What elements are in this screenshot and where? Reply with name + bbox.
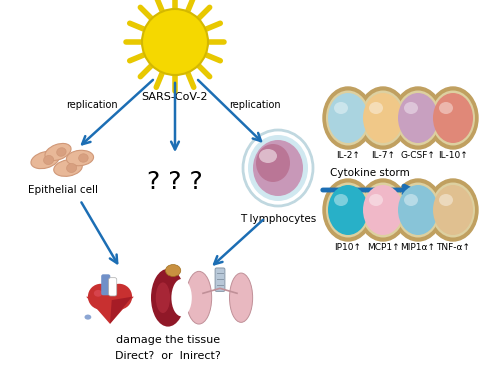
Ellipse shape: [323, 179, 373, 241]
Text: Epithelial cell: Epithelial cell: [28, 185, 98, 195]
Ellipse shape: [248, 135, 308, 201]
Ellipse shape: [172, 279, 192, 316]
Ellipse shape: [56, 148, 66, 156]
Ellipse shape: [94, 290, 102, 297]
Text: MCP1↑: MCP1↑: [366, 243, 400, 252]
Ellipse shape: [433, 93, 473, 143]
Ellipse shape: [326, 183, 370, 237]
Ellipse shape: [253, 140, 303, 196]
Ellipse shape: [404, 194, 418, 206]
Text: IP10↑: IP10↑: [334, 243, 361, 252]
Ellipse shape: [363, 185, 403, 235]
Ellipse shape: [363, 93, 403, 143]
FancyBboxPatch shape: [215, 268, 225, 291]
Ellipse shape: [78, 154, 88, 162]
Ellipse shape: [326, 91, 370, 145]
Ellipse shape: [396, 183, 440, 237]
Ellipse shape: [369, 194, 383, 206]
Text: replication: replication: [229, 100, 281, 110]
Text: replication: replication: [66, 100, 118, 110]
Ellipse shape: [398, 93, 438, 143]
Ellipse shape: [358, 179, 408, 241]
Ellipse shape: [328, 93, 368, 143]
Text: ? ? ?: ? ? ?: [147, 170, 203, 194]
Text: TNF-α↑: TNF-α↑: [436, 243, 470, 252]
Ellipse shape: [156, 282, 170, 313]
Text: T lymphocytes: T lymphocytes: [240, 214, 316, 224]
Ellipse shape: [84, 315, 91, 320]
Text: IL-7↑: IL-7↑: [371, 151, 395, 160]
Ellipse shape: [186, 271, 212, 324]
Ellipse shape: [54, 160, 82, 176]
Text: G-CSF↑: G-CSF↑: [400, 151, 436, 160]
Ellipse shape: [431, 91, 475, 145]
Ellipse shape: [431, 183, 475, 237]
Ellipse shape: [393, 179, 443, 241]
Ellipse shape: [361, 91, 405, 145]
FancyBboxPatch shape: [101, 274, 110, 295]
Text: SARS-CoV-2: SARS-CoV-2: [142, 92, 208, 102]
Ellipse shape: [393, 87, 443, 149]
Ellipse shape: [396, 91, 440, 145]
Ellipse shape: [358, 87, 408, 149]
Text: damage the tissue: damage the tissue: [116, 335, 220, 345]
Ellipse shape: [31, 151, 59, 169]
Polygon shape: [86, 297, 134, 324]
Ellipse shape: [361, 183, 405, 237]
Ellipse shape: [66, 164, 76, 173]
Ellipse shape: [256, 144, 290, 182]
FancyBboxPatch shape: [108, 278, 117, 296]
Ellipse shape: [369, 102, 383, 114]
Ellipse shape: [259, 149, 277, 163]
Ellipse shape: [44, 155, 54, 164]
Ellipse shape: [45, 144, 71, 161]
Ellipse shape: [404, 102, 418, 114]
Ellipse shape: [151, 269, 185, 326]
Ellipse shape: [398, 185, 438, 235]
Circle shape: [88, 284, 114, 310]
Ellipse shape: [328, 185, 368, 235]
Ellipse shape: [334, 102, 348, 114]
Ellipse shape: [166, 265, 181, 276]
Ellipse shape: [66, 150, 94, 166]
Ellipse shape: [243, 130, 313, 206]
Ellipse shape: [433, 185, 473, 235]
Text: Cytokine storm: Cytokine storm: [330, 168, 410, 178]
Polygon shape: [110, 297, 132, 324]
Ellipse shape: [428, 87, 478, 149]
Ellipse shape: [323, 87, 373, 149]
Text: IL-2↑: IL-2↑: [336, 151, 360, 160]
Circle shape: [142, 9, 208, 75]
Ellipse shape: [428, 179, 478, 241]
Ellipse shape: [439, 102, 453, 114]
Ellipse shape: [334, 194, 348, 206]
Text: Direct?  or  Inirect?: Direct? or Inirect?: [115, 351, 221, 361]
Text: MIP1α↑: MIP1α↑: [400, 243, 436, 252]
Circle shape: [106, 284, 132, 310]
Text: IL-10↑: IL-10↑: [438, 151, 468, 160]
Ellipse shape: [439, 194, 453, 206]
Ellipse shape: [230, 273, 252, 322]
